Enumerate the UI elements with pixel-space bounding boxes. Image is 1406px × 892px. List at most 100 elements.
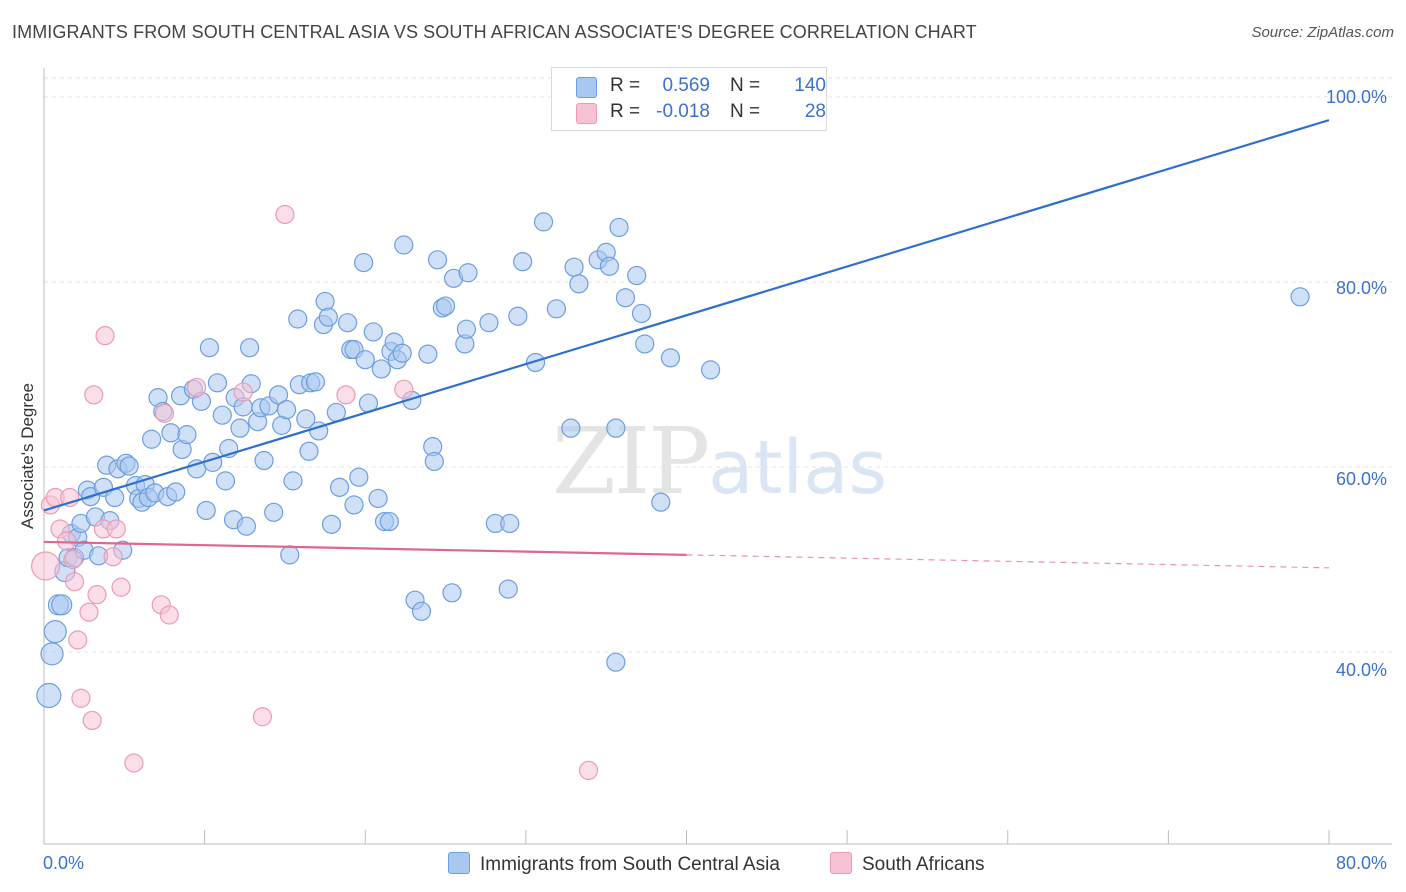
source-note: Source: ZipAtlas.com xyxy=(1251,24,1394,41)
point-south-central-asia-82 xyxy=(344,495,364,515)
point-south-central-asia-63 xyxy=(276,400,297,420)
x-tick-label-max: 80.0% xyxy=(1336,853,1388,873)
r-value: 0.569 xyxy=(662,75,710,96)
point-south-africans-0 xyxy=(31,551,61,581)
r-label: R = xyxy=(610,101,641,122)
y-tick-label-80: 80.0% xyxy=(1336,278,1388,298)
point-south-central-asia-119 xyxy=(546,299,566,319)
point-south-central-asia-85 xyxy=(355,350,375,370)
point-south-central-asia-125 xyxy=(599,256,620,276)
point-south-central-asia-109 xyxy=(456,319,477,339)
point-south-central-asia-46 xyxy=(212,405,232,425)
point-south-central-asia-68 xyxy=(296,409,316,429)
legend-swatch-blue xyxy=(448,852,470,874)
watermark: ZIPatlas xyxy=(552,408,887,515)
point-south-central-asia-29 xyxy=(142,429,162,449)
point-south-central-asia-118 xyxy=(533,212,554,232)
point-south-central-asia-71 xyxy=(305,372,326,392)
trendline-south-africans xyxy=(43,540,687,556)
point-south-central-asia-76 xyxy=(321,514,342,534)
point-south-central-asia-131 xyxy=(631,303,652,324)
point-south-central-asia-99 xyxy=(411,601,432,621)
point-south-central-asia-78 xyxy=(329,477,350,497)
legend-item-south-central-asia: Immigrants from South Central Asia xyxy=(448,852,780,876)
point-south-central-asia-84 xyxy=(354,252,374,273)
point-south-central-asia-134 xyxy=(660,348,681,368)
point-south-africans-12 xyxy=(84,385,104,405)
point-south-central-asia-88 xyxy=(368,488,388,509)
point-south-central-asia-61 xyxy=(268,385,289,405)
point-south-central-asia-128 xyxy=(609,217,629,238)
point-south-central-asia-1 xyxy=(40,642,64,666)
x-tick-label-min: 0.0% xyxy=(43,853,85,873)
n-label: N = xyxy=(730,75,761,96)
point-south-africans-27 xyxy=(336,385,356,405)
point-south-central-asia-75 xyxy=(318,307,338,327)
point-south-africans-21 xyxy=(154,403,175,423)
legend-swatch-pink xyxy=(830,852,852,874)
point-south-central-asia-116 xyxy=(513,252,533,272)
legend-label: South Africans xyxy=(862,854,985,875)
point-south-central-asia-135 xyxy=(700,360,721,380)
point-south-central-asia-87 xyxy=(363,322,383,342)
trendline-south-central-asia xyxy=(43,119,1330,512)
point-south-central-asia-105 xyxy=(435,296,456,316)
point-south-africans-4 xyxy=(56,531,77,551)
point-south-central-asia-79 xyxy=(337,313,358,333)
point-south-central-asia-65 xyxy=(283,471,303,491)
point-south-central-asia-102 xyxy=(424,451,444,472)
n-label: N = xyxy=(730,101,761,122)
point-south-central-asia-113 xyxy=(498,579,518,599)
point-south-central-asia-4 xyxy=(51,594,73,616)
point-south-central-asia-100 xyxy=(418,344,438,364)
point-south-africans-16 xyxy=(103,547,123,567)
point-south-central-asia-106 xyxy=(442,583,462,603)
watermark-atlas: atlas xyxy=(708,425,887,511)
point-south-central-asia-66 xyxy=(288,309,308,329)
point-south-central-asia-35 xyxy=(166,482,186,502)
point-south-africans-10 xyxy=(79,602,99,622)
point-south-central-asia-115 xyxy=(508,306,528,326)
pink-swatch xyxy=(576,103,597,124)
point-south-central-asia-43 xyxy=(199,338,220,358)
point-south-africans-26 xyxy=(275,204,295,225)
blue-swatch xyxy=(576,77,597,98)
point-south-africans-22 xyxy=(159,605,179,625)
trendline-south-africans-extension xyxy=(686,554,1330,569)
y-tick-label-100: 100.0% xyxy=(1326,87,1388,107)
y-axis-label: Associate's Degree xyxy=(18,383,37,529)
point-south-central-asia-122 xyxy=(569,274,589,294)
point-south-central-asia-117 xyxy=(525,352,546,373)
point-south-central-asia-64 xyxy=(280,545,300,565)
point-south-central-asia-129 xyxy=(615,288,636,308)
point-south-central-asia-38 xyxy=(177,425,197,445)
point-south-central-asia-34 xyxy=(161,423,181,443)
point-south-africans-13 xyxy=(87,585,107,605)
point-south-central-asia-111 xyxy=(479,313,499,333)
point-south-central-asia-53 xyxy=(236,516,256,536)
stats-legend: R = 0.569 N = 140 R = -0.018 N = 28 xyxy=(551,67,827,131)
point-south-central-asia-89 xyxy=(371,359,391,379)
point-south-africans-18 xyxy=(111,577,131,597)
point-south-central-asia-121 xyxy=(564,257,584,277)
point-south-africans-8 xyxy=(68,630,88,650)
point-south-africans-23 xyxy=(186,377,207,398)
point-south-africans-17 xyxy=(106,519,126,539)
point-south-africans-24 xyxy=(233,382,253,402)
point-south-central-asia-132 xyxy=(635,334,655,354)
point-south-central-asia-51 xyxy=(230,418,250,438)
legend-label: Immigrants from South Central Asia xyxy=(480,854,780,875)
point-south-central-asia-126 xyxy=(606,652,626,672)
y-tick-label-60: 60.0% xyxy=(1336,469,1388,489)
point-south-africans-6 xyxy=(63,549,83,570)
point-south-africans-19 xyxy=(124,753,144,773)
point-south-central-asia-2 xyxy=(43,620,67,644)
point-south-africans-25 xyxy=(252,707,273,727)
point-south-africans-9 xyxy=(71,688,91,708)
point-south-central-asia-55 xyxy=(240,338,260,358)
n-value: 28 xyxy=(804,101,826,122)
point-south-central-asia-95 xyxy=(392,343,412,363)
point-south-central-asia-74 xyxy=(315,291,335,312)
point-south-central-asia-136 xyxy=(1290,287,1310,307)
